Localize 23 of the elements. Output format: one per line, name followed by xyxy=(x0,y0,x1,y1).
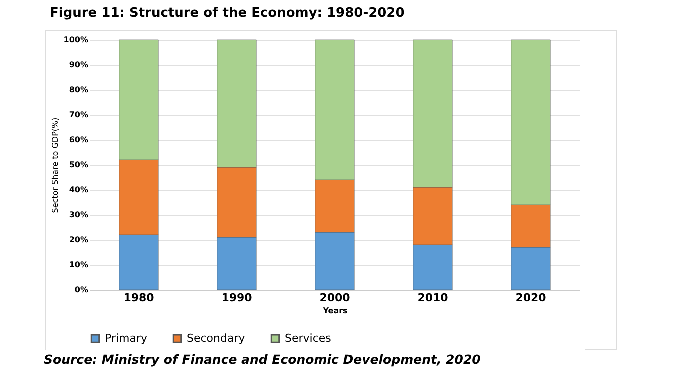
y-tick-label: 60% xyxy=(69,136,88,144)
legend-label: Primary xyxy=(105,332,148,345)
y-tick-label: 80% xyxy=(69,86,88,94)
source-note: Source: Ministry of Finance and Economic Development, 2020 xyxy=(44,352,481,367)
x-tick-label: 2000 xyxy=(320,292,351,304)
y-tick-label: 70% xyxy=(69,110,88,120)
y-axis-title: Sector Share to GDP(%) xyxy=(50,118,60,214)
y-tick-label: 10% xyxy=(69,260,88,270)
chart-title: Figure 11: Structure of the Economy: 1980-2020 xyxy=(50,6,405,21)
y-tick-label: 20% xyxy=(69,236,88,244)
y-tick-label: 30% xyxy=(69,210,88,220)
x-tick-label: 1980 xyxy=(124,292,155,304)
x-tick-label: 1990 xyxy=(222,292,253,304)
legend-label: Secondary xyxy=(187,332,246,345)
y-tick-label: 100% xyxy=(64,36,88,44)
x-tick-label: 2010 xyxy=(418,292,449,304)
y-tick-label: 90% xyxy=(69,60,88,70)
y-tick-label: 50% xyxy=(69,160,88,170)
y-tick-label: 0% xyxy=(74,286,88,294)
x-tick-label: 2020 xyxy=(516,292,547,304)
y-tick-label: 40% xyxy=(69,186,88,194)
x-axis-title: Years xyxy=(322,306,348,316)
legend-label: Services xyxy=(285,332,332,345)
